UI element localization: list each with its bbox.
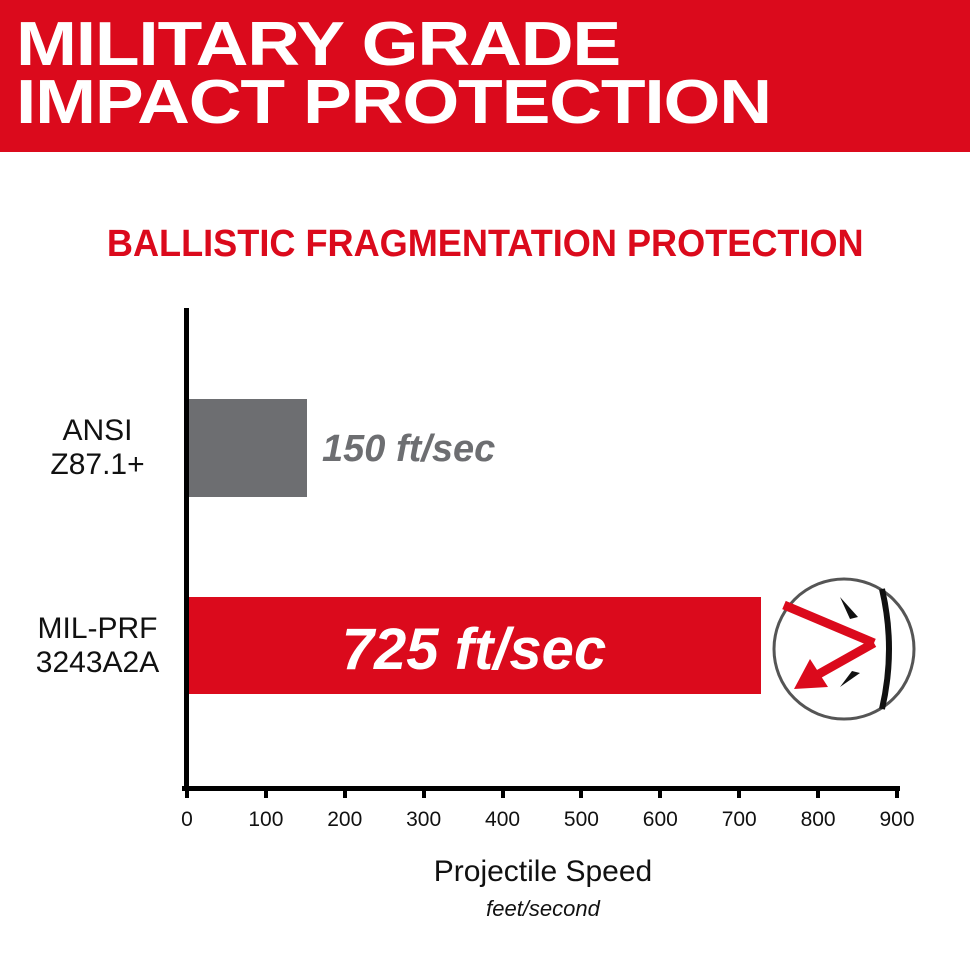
- x-tick-label: 400: [485, 808, 521, 831]
- x-tick: [500, 786, 505, 798]
- chart-title: BALLISTIC FRAGMENTATION PROTECTION: [106, 223, 864, 265]
- value-label-milprf: 725 ft/sec: [341, 617, 607, 682]
- x-axis-line: [182, 786, 900, 791]
- x-axis-title: Projectile Speed: [433, 855, 653, 888]
- x-tick: [737, 786, 742, 798]
- x-axis-unit: feet/second: [486, 896, 600, 921]
- value-label-ansi: 150 ft/sec: [322, 428, 496, 470]
- header-banner: MILITARY GRADE IMPACT PROTECTION: [0, 0, 970, 152]
- bar-milprf: [189, 597, 761, 694]
- banner-title-line-1: MILITARY GRADE: [16, 10, 621, 79]
- x-tick: [421, 786, 426, 798]
- x-tick-label: 700: [721, 808, 757, 831]
- x-tick-label: 0: [181, 808, 193, 831]
- x-tick-label: 100: [248, 808, 284, 831]
- x-tick-label: 900: [879, 808, 915, 831]
- x-tick: [895, 786, 899, 798]
- x-tick-label: 600: [642, 808, 678, 831]
- x-tick: [658, 786, 663, 798]
- category-label-milprf: MIL-PRF 3243A2A: [35, 612, 160, 679]
- x-tick: [342, 786, 347, 798]
- x-tick: [263, 786, 268, 798]
- x-tick-label: 300: [406, 808, 442, 831]
- x-tick: [816, 786, 821, 798]
- banner-title-line-2: IMPACT PROTECTION: [16, 68, 772, 137]
- x-tick: [579, 786, 584, 798]
- x-tick-label: 800: [800, 808, 836, 831]
- category-label-ansi: ANSI Z87.1+: [50, 414, 145, 481]
- x-tick-label: 200: [327, 808, 363, 831]
- x-tick: [185, 786, 189, 798]
- bar-ansi: [189, 399, 308, 497]
- impact-deflection-icon: [772, 577, 916, 721]
- y-axis-line: [184, 308, 189, 790]
- x-tick-label: 500: [563, 808, 599, 831]
